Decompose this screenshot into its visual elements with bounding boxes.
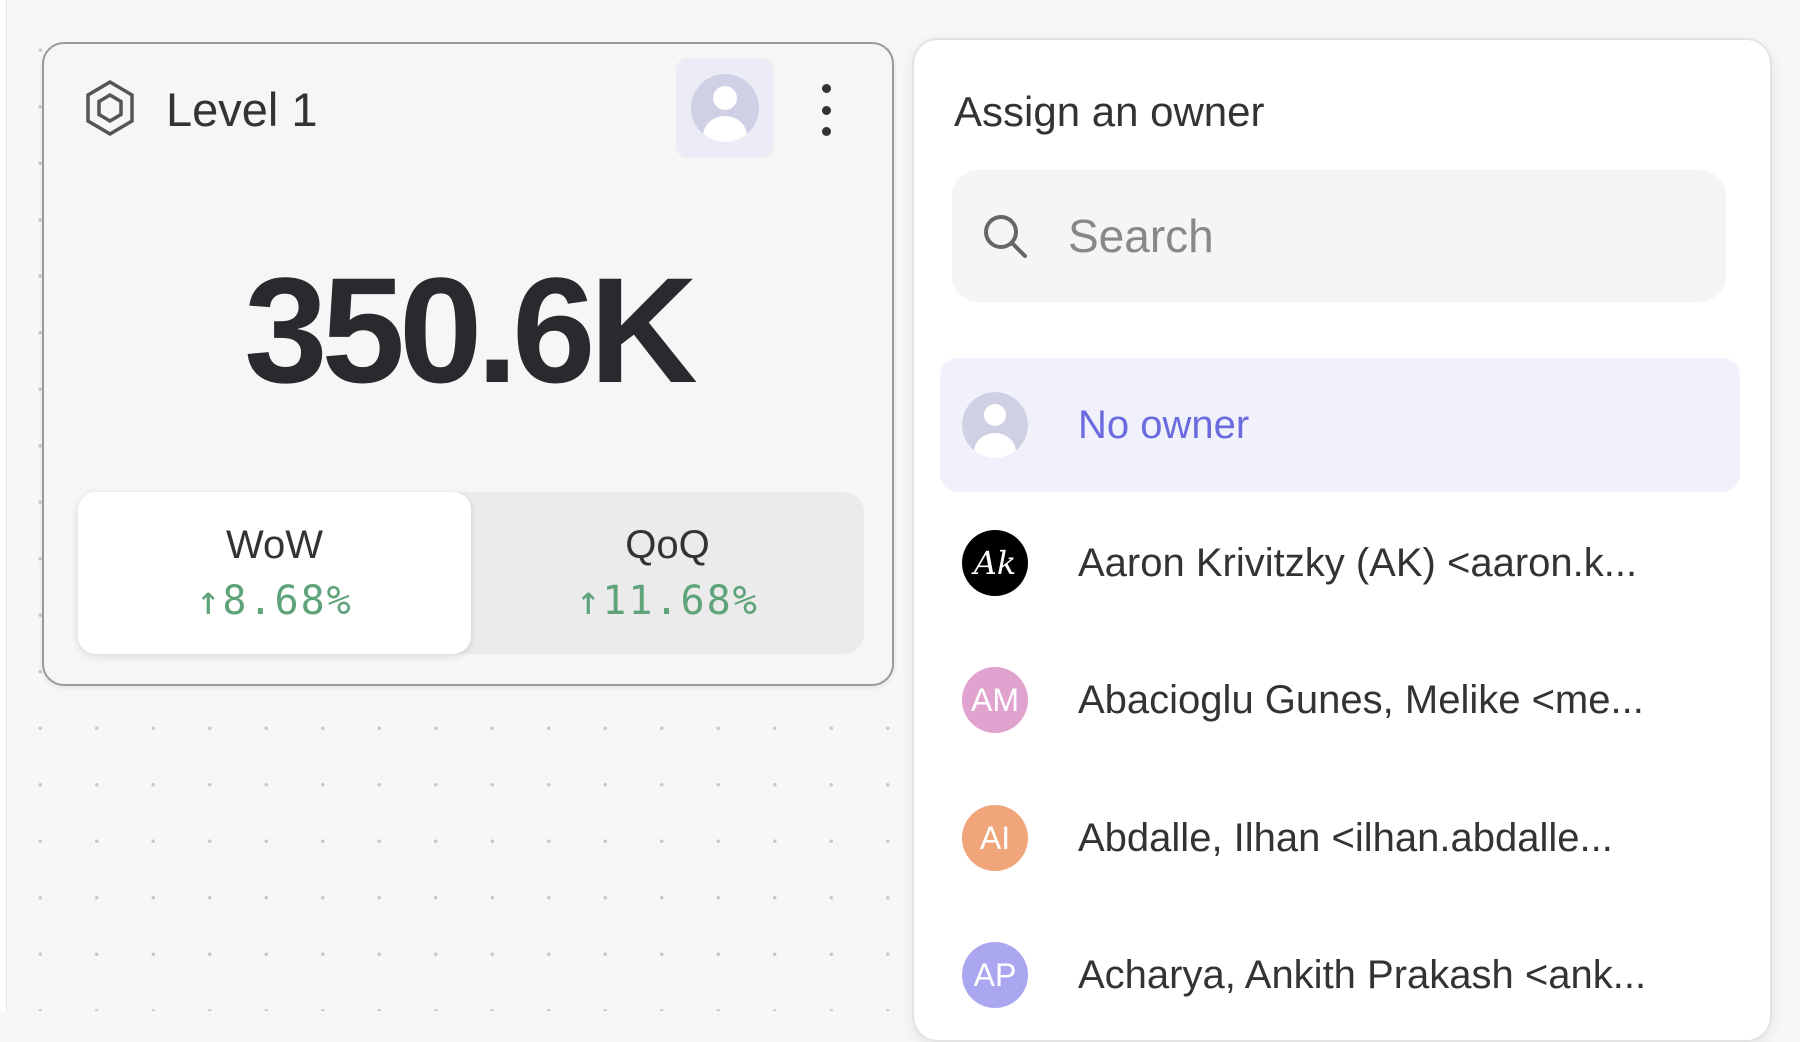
avatar: AM — [962, 667, 1028, 733]
search-input[interactable] — [1066, 208, 1710, 264]
dropdown-title: Assign an owner — [954, 88, 1265, 135]
owner-option[interactable]: Ak Aaron Krivitzky (AK) <aaron.k... — [940, 496, 1740, 630]
owner-label: Abacioglu Gunes, Melike <me... — [1078, 677, 1644, 722]
owner-label: Abdalle, Ilhan <ilhan.abdalle... — [1078, 815, 1613, 860]
assign-owner-dropdown: Assign an owner No owner Ak Aaron Krivit… — [912, 38, 1772, 1042]
comparison-label: WoW — [225, 522, 324, 567]
more-options-icon[interactable] — [814, 84, 838, 136]
owner-search[interactable] — [952, 170, 1726, 302]
comparison-label: QoQ — [625, 522, 710, 567]
user-avatar-icon — [691, 74, 759, 142]
owner-option-no-owner[interactable]: No owner — [940, 358, 1740, 492]
avatar: AI — [962, 805, 1028, 871]
owner-label: Acharya, Ankith Prakash <ank... — [1078, 952, 1647, 997]
owner-label: No owner — [1078, 402, 1250, 447]
avatar: Ak — [962, 530, 1028, 596]
comparison-toggle: WoW ↑8.68% QoQ ↑11.68% — [78, 492, 864, 654]
comparison-change: ↑11.68% — [576, 577, 759, 624]
comparison-change: ↑8.68% — [196, 577, 353, 624]
user-avatar-icon — [962, 392, 1028, 458]
owner-option[interactable]: AM Abacioglu Gunes, Melike <me... — [940, 633, 1740, 767]
search-icon — [984, 215, 1027, 258]
metric-value: 350.6K — [244, 246, 698, 414]
owner-option[interactable]: AI Abdalle, Ilhan <ilhan.abdalle... — [940, 771, 1740, 905]
comparison-wow[interactable]: WoW ↑8.68% — [78, 492, 471, 654]
metric-card[interactable]: Level 1 350.6K WoW ↑8.68% QoQ ↑11.68% — [42, 42, 894, 686]
comparison-qoq[interactable]: QoQ ↑11.68% — [471, 492, 864, 654]
metric-title: Level 1 — [166, 83, 318, 136]
left-edge — [0, 0, 7, 1011]
metric-hexagon-icon — [86, 79, 134, 137]
avatar: AP — [962, 942, 1028, 1008]
owner-label: Aaron Krivitzky (AK) <aaron.k... — [1078, 540, 1638, 585]
assign-owner-button[interactable] — [676, 58, 774, 158]
owner-option[interactable]: AP Acharya, Ankith Prakash <ank... — [940, 908, 1740, 1042]
